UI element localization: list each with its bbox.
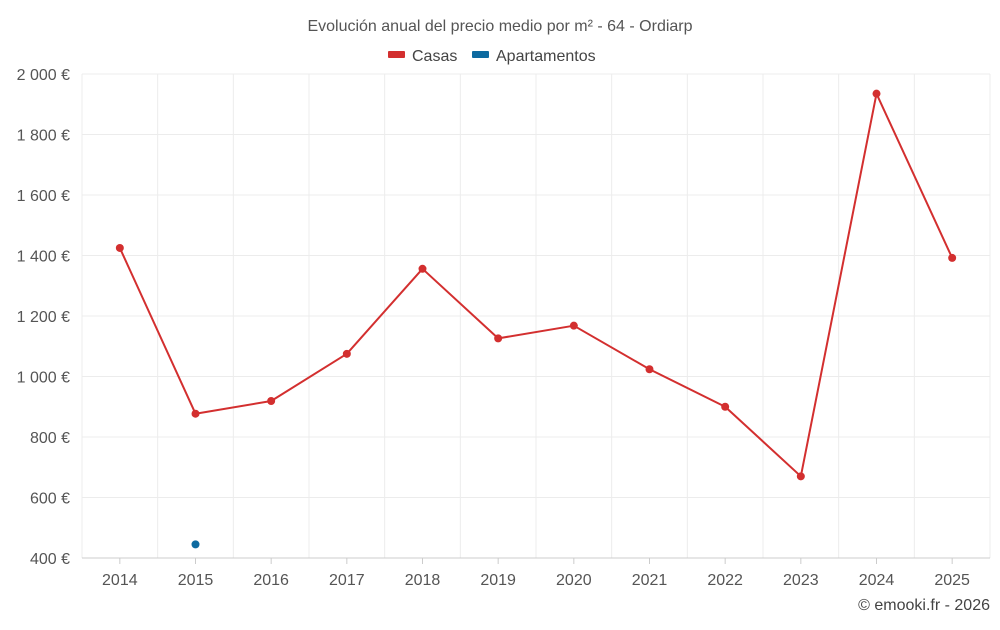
series-line-casas	[118, 92, 954, 478]
x-tick-label: 2025	[934, 572, 970, 589]
data-point-apartamentos	[191, 540, 200, 549]
data-point-casas	[645, 365, 654, 374]
x-tick-label: 2022	[707, 572, 743, 589]
data-point-casas	[418, 264, 427, 273]
y-tick-label: 1 800 €	[17, 128, 70, 145]
data-point-casas	[948, 253, 957, 262]
x-tick-label: 2021	[632, 572, 668, 589]
x-tick-label: 2016	[253, 572, 289, 589]
legend-label: Casas	[412, 48, 457, 65]
legend-swatch	[388, 51, 405, 58]
copyright-text: © emooki.fr - 2026	[858, 597, 990, 614]
plot-area	[115, 89, 957, 549]
legend: Casas Apartamentos	[388, 48, 596, 65]
y-tick-label: 1 600 €	[17, 188, 70, 205]
x-tick-label: 2015	[178, 572, 214, 589]
x-tick-label: 2024	[859, 572, 895, 589]
x-tick-label: 2019	[480, 572, 516, 589]
legend-label: Apartamentos	[496, 48, 596, 65]
axes: 400 € 600 € 800 € 1 000 € 1 200 € 1 400 € 1 60…	[17, 67, 990, 589]
y-tick-label: 1 400 €	[17, 249, 70, 266]
grid-lines	[81, 73, 991, 558]
data-point-casas	[569, 321, 578, 330]
data-point-casas	[721, 402, 730, 411]
y-tick-label: 1 200 €	[17, 309, 70, 326]
data-point-casas	[494, 334, 503, 343]
x-tick-label: 2018	[405, 572, 441, 589]
y-tick-label: 400 €	[30, 551, 70, 568]
data-point-casas	[796, 472, 805, 481]
legend-swatch	[472, 51, 489, 58]
chart-title: Evolución anual del precio medio por m² …	[307, 18, 692, 35]
data-point-casas	[342, 349, 351, 358]
data-point-casas	[115, 243, 124, 252]
y-tick-label: 1 000 €	[17, 370, 70, 387]
y-tick-label: 600 €	[30, 491, 70, 508]
x-tick-label: 2014	[102, 572, 138, 589]
data-point-casas	[191, 409, 200, 418]
data-point-casas	[872, 89, 881, 98]
x-tick-label: 2020	[556, 572, 592, 589]
y-tick-label: 800 €	[30, 430, 70, 447]
data-point-casas	[267, 397, 276, 406]
x-tick-label: 2023	[783, 572, 819, 589]
x-tick-label: 2017	[329, 572, 365, 589]
y-tick-label: 2 000 €	[17, 67, 70, 84]
